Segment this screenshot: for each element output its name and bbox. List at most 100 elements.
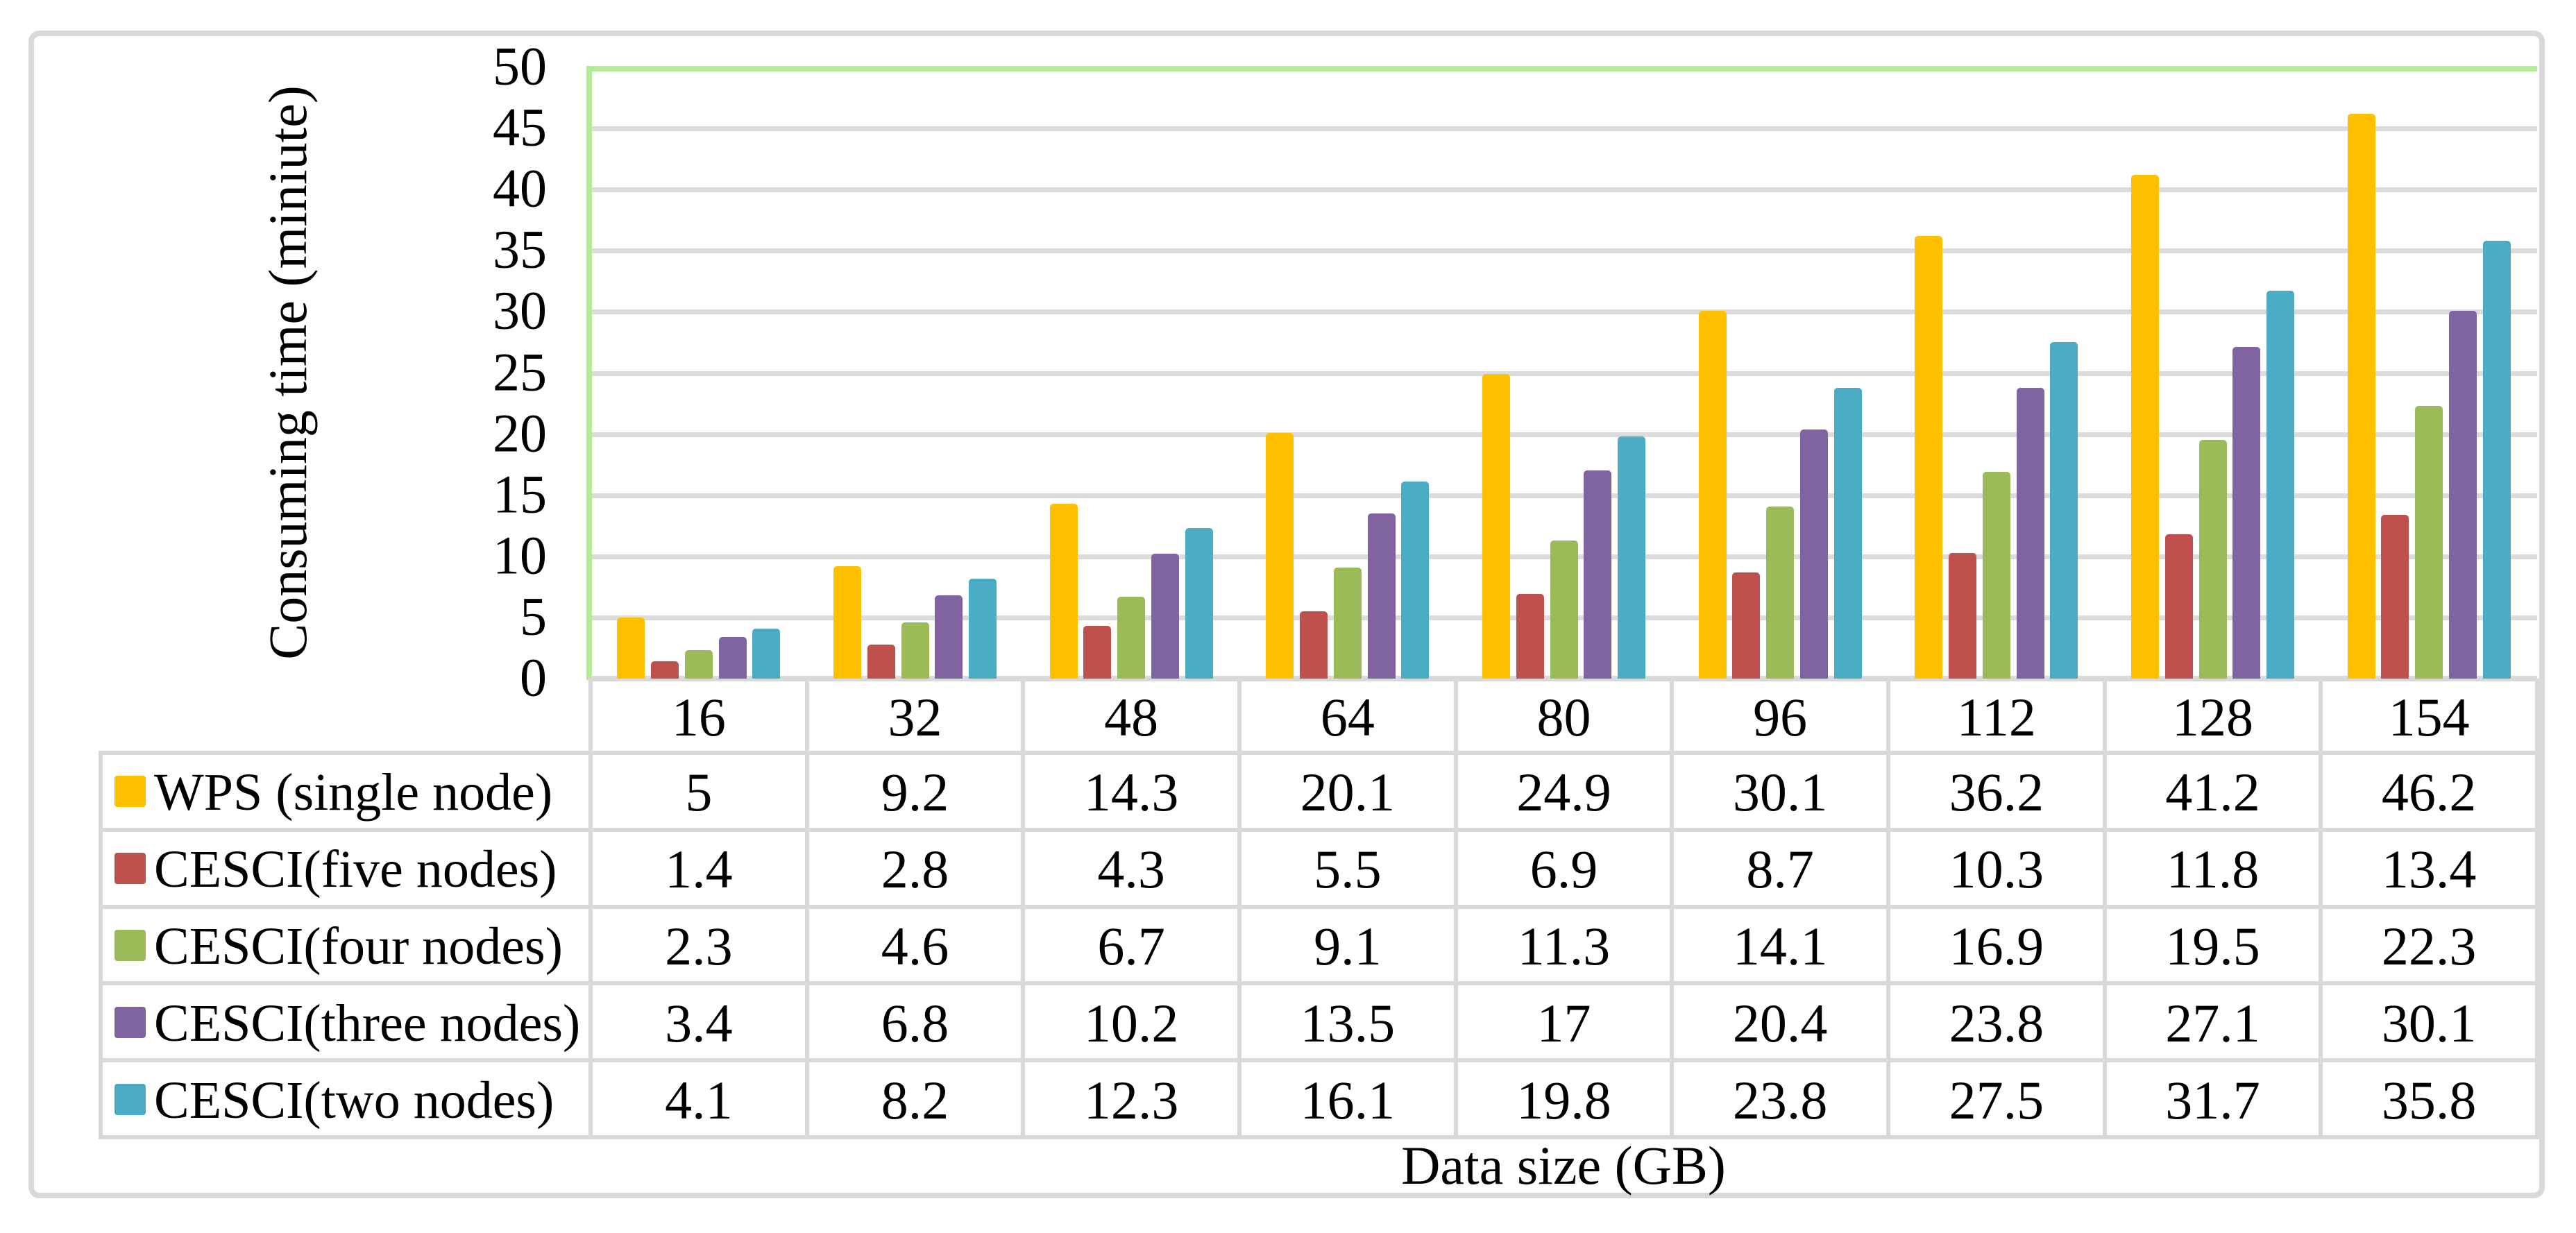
series-name-label: WPS (single node) xyxy=(154,763,553,822)
table-value-cell: 22.3 xyxy=(2381,916,2477,976)
bar xyxy=(2266,291,2295,679)
bar xyxy=(1915,236,1943,679)
y-tick-label: 25 xyxy=(493,341,547,402)
table-value-cell: 31.7 xyxy=(2165,1069,2260,1130)
bar xyxy=(2164,534,2193,679)
category-label: 16 xyxy=(671,686,726,747)
table-border-line xyxy=(99,981,2539,986)
table-value-cell: 4.1 xyxy=(665,1069,733,1130)
category-label: 96 xyxy=(1753,686,1808,747)
bar xyxy=(718,637,747,679)
table-value-cell: 6.8 xyxy=(881,992,949,1053)
table-border-line xyxy=(1670,679,1675,1137)
bar xyxy=(2050,342,2078,679)
y-tick-label: 50 xyxy=(493,35,547,96)
table-value-cell: 23.8 xyxy=(1732,1069,1828,1130)
table-border-line xyxy=(99,904,2539,909)
bar xyxy=(1584,470,1612,679)
table-value-cell: 27.5 xyxy=(1949,1069,2044,1130)
y-tick-label: 15 xyxy=(493,464,547,525)
table-value-cell: 1.4 xyxy=(665,839,733,900)
bar xyxy=(1618,436,1646,679)
bar xyxy=(617,618,645,679)
table-border-line xyxy=(99,751,2539,755)
category-label: 128 xyxy=(2172,686,2253,747)
legend-key-icon xyxy=(115,776,146,808)
bar xyxy=(1401,482,1430,679)
table-border-line xyxy=(1453,679,1458,1137)
bar xyxy=(1333,568,1362,679)
bar xyxy=(833,566,861,679)
table-value-cell: 19.8 xyxy=(1516,1069,1611,1130)
table-value-cell: 8.7 xyxy=(1746,839,1814,900)
bar xyxy=(2347,114,2375,679)
table-value-cell: 30.1 xyxy=(1732,762,1828,823)
bar xyxy=(1982,472,2010,679)
table-value-cell: 20.4 xyxy=(1732,992,1828,1053)
table-value-cell: 5.5 xyxy=(1314,839,1382,900)
bar xyxy=(1117,597,1146,679)
table-border-line xyxy=(2319,679,2323,1137)
y-tick-label: 20 xyxy=(493,402,547,464)
table-border-line xyxy=(99,751,103,1137)
table-value-cell: 4.3 xyxy=(1097,839,1165,900)
table-value-cell: 9.1 xyxy=(1314,916,1382,976)
y-axis-title: Consuming time (miniute) xyxy=(257,85,318,660)
table-value-cell: 36.2 xyxy=(1949,762,2044,823)
table-value-cell: 10.2 xyxy=(1083,992,1179,1053)
table-value-cell: 16.1 xyxy=(1300,1069,1396,1130)
gridline xyxy=(591,187,2537,193)
gridline xyxy=(591,309,2537,315)
category-label: 32 xyxy=(888,686,942,747)
bar xyxy=(1482,374,1510,679)
y-tick-label: 5 xyxy=(520,586,547,647)
table-value-cell: 17 xyxy=(1536,992,1591,1053)
table-border-line xyxy=(1021,679,1026,1137)
table-border-line xyxy=(804,679,809,1137)
legend-key-icon xyxy=(115,1083,146,1115)
bar xyxy=(969,579,997,679)
bar xyxy=(1550,541,1578,679)
y-tick-label: 45 xyxy=(493,96,547,158)
category-label: 80 xyxy=(1536,686,1591,747)
table-value-cell: 19.5 xyxy=(2165,916,2260,976)
gridline xyxy=(591,371,2537,376)
bar xyxy=(1049,504,1078,679)
table-border-line xyxy=(99,1058,2539,1063)
plot-border-top xyxy=(586,66,2537,71)
series-name-label: CESCI(five nodes) xyxy=(154,840,557,899)
bar xyxy=(1949,553,1977,679)
bar xyxy=(1766,507,1795,679)
table-border-line xyxy=(2102,679,2107,1137)
category-label: 112 xyxy=(1956,686,2036,747)
table-border-line xyxy=(99,827,2539,832)
bar xyxy=(2016,388,2044,679)
bar xyxy=(2415,406,2443,679)
bar xyxy=(1083,626,1112,679)
plot-border-left xyxy=(586,66,592,680)
x-axis-line xyxy=(591,676,2537,681)
y-tick-label: 30 xyxy=(493,280,547,341)
table-value-cell: 2.8 xyxy=(881,839,949,900)
bar xyxy=(2482,241,2511,679)
series-name-label: CESCI(two nodes) xyxy=(154,1071,554,1130)
bar xyxy=(2448,311,2477,679)
table-value-cell: 30.1 xyxy=(2381,992,2477,1053)
table-value-cell: 10.3 xyxy=(1949,839,2044,900)
table-value-cell: 13.5 xyxy=(1300,992,1396,1053)
table-value-cell: 14.1 xyxy=(1732,916,1828,976)
bar xyxy=(935,595,963,679)
x-axis-title: Data size (GB) xyxy=(1401,1135,1726,1196)
table-value-cell: 35.8 xyxy=(2381,1069,2477,1130)
legend-key-icon xyxy=(115,853,146,885)
bar xyxy=(1151,554,1179,679)
legend-key-icon xyxy=(115,1006,146,1038)
table-value-cell: 9.2 xyxy=(881,762,949,823)
table-border-line xyxy=(99,1135,2539,1139)
table-value-cell: 16.9 xyxy=(1949,916,2044,976)
category-label: 154 xyxy=(2388,686,2470,747)
table-value-cell: 8.2 xyxy=(881,1069,949,1130)
bar xyxy=(684,650,713,679)
bar xyxy=(1367,513,1396,679)
